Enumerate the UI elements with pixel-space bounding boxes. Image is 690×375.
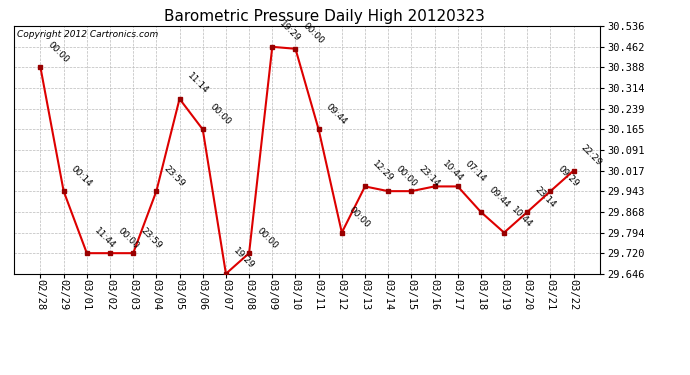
Text: 09:29: 09:29 [556,164,580,188]
Text: 00:00: 00:00 [347,205,372,230]
Text: 23:14: 23:14 [417,164,442,188]
Text: 19:29: 19:29 [278,20,302,44]
Text: 00:00: 00:00 [208,102,233,127]
Text: 00:00: 00:00 [255,226,279,251]
Text: 00:00: 00:00 [301,21,326,46]
Text: 23:59: 23:59 [139,226,164,251]
Text: 00:00: 00:00 [115,226,140,251]
Text: 00:00: 00:00 [394,164,418,188]
Text: 10:44: 10:44 [510,206,534,230]
Text: 09:44: 09:44 [486,185,511,209]
Text: 23:14: 23:14 [533,185,558,209]
Text: 11:44: 11:44 [92,226,117,251]
Text: 11:14: 11:14 [185,72,210,96]
Text: 23:59: 23:59 [162,164,186,188]
Text: Barometric Pressure Daily High 20120323: Barometric Pressure Daily High 20120323 [164,9,485,24]
Text: 22:29: 22:29 [579,143,604,168]
Text: 10:44: 10:44 [440,159,464,184]
Text: 12:29: 12:29 [371,159,395,184]
Text: 19:29: 19:29 [231,246,256,271]
Text: Copyright 2012 Cartronics.com: Copyright 2012 Cartronics.com [17,30,158,39]
Text: 09:44: 09:44 [324,102,348,127]
Text: 00:14: 00:14 [69,164,94,188]
Text: 00:00: 00:00 [46,40,70,64]
Text: 07:14: 07:14 [463,159,488,184]
